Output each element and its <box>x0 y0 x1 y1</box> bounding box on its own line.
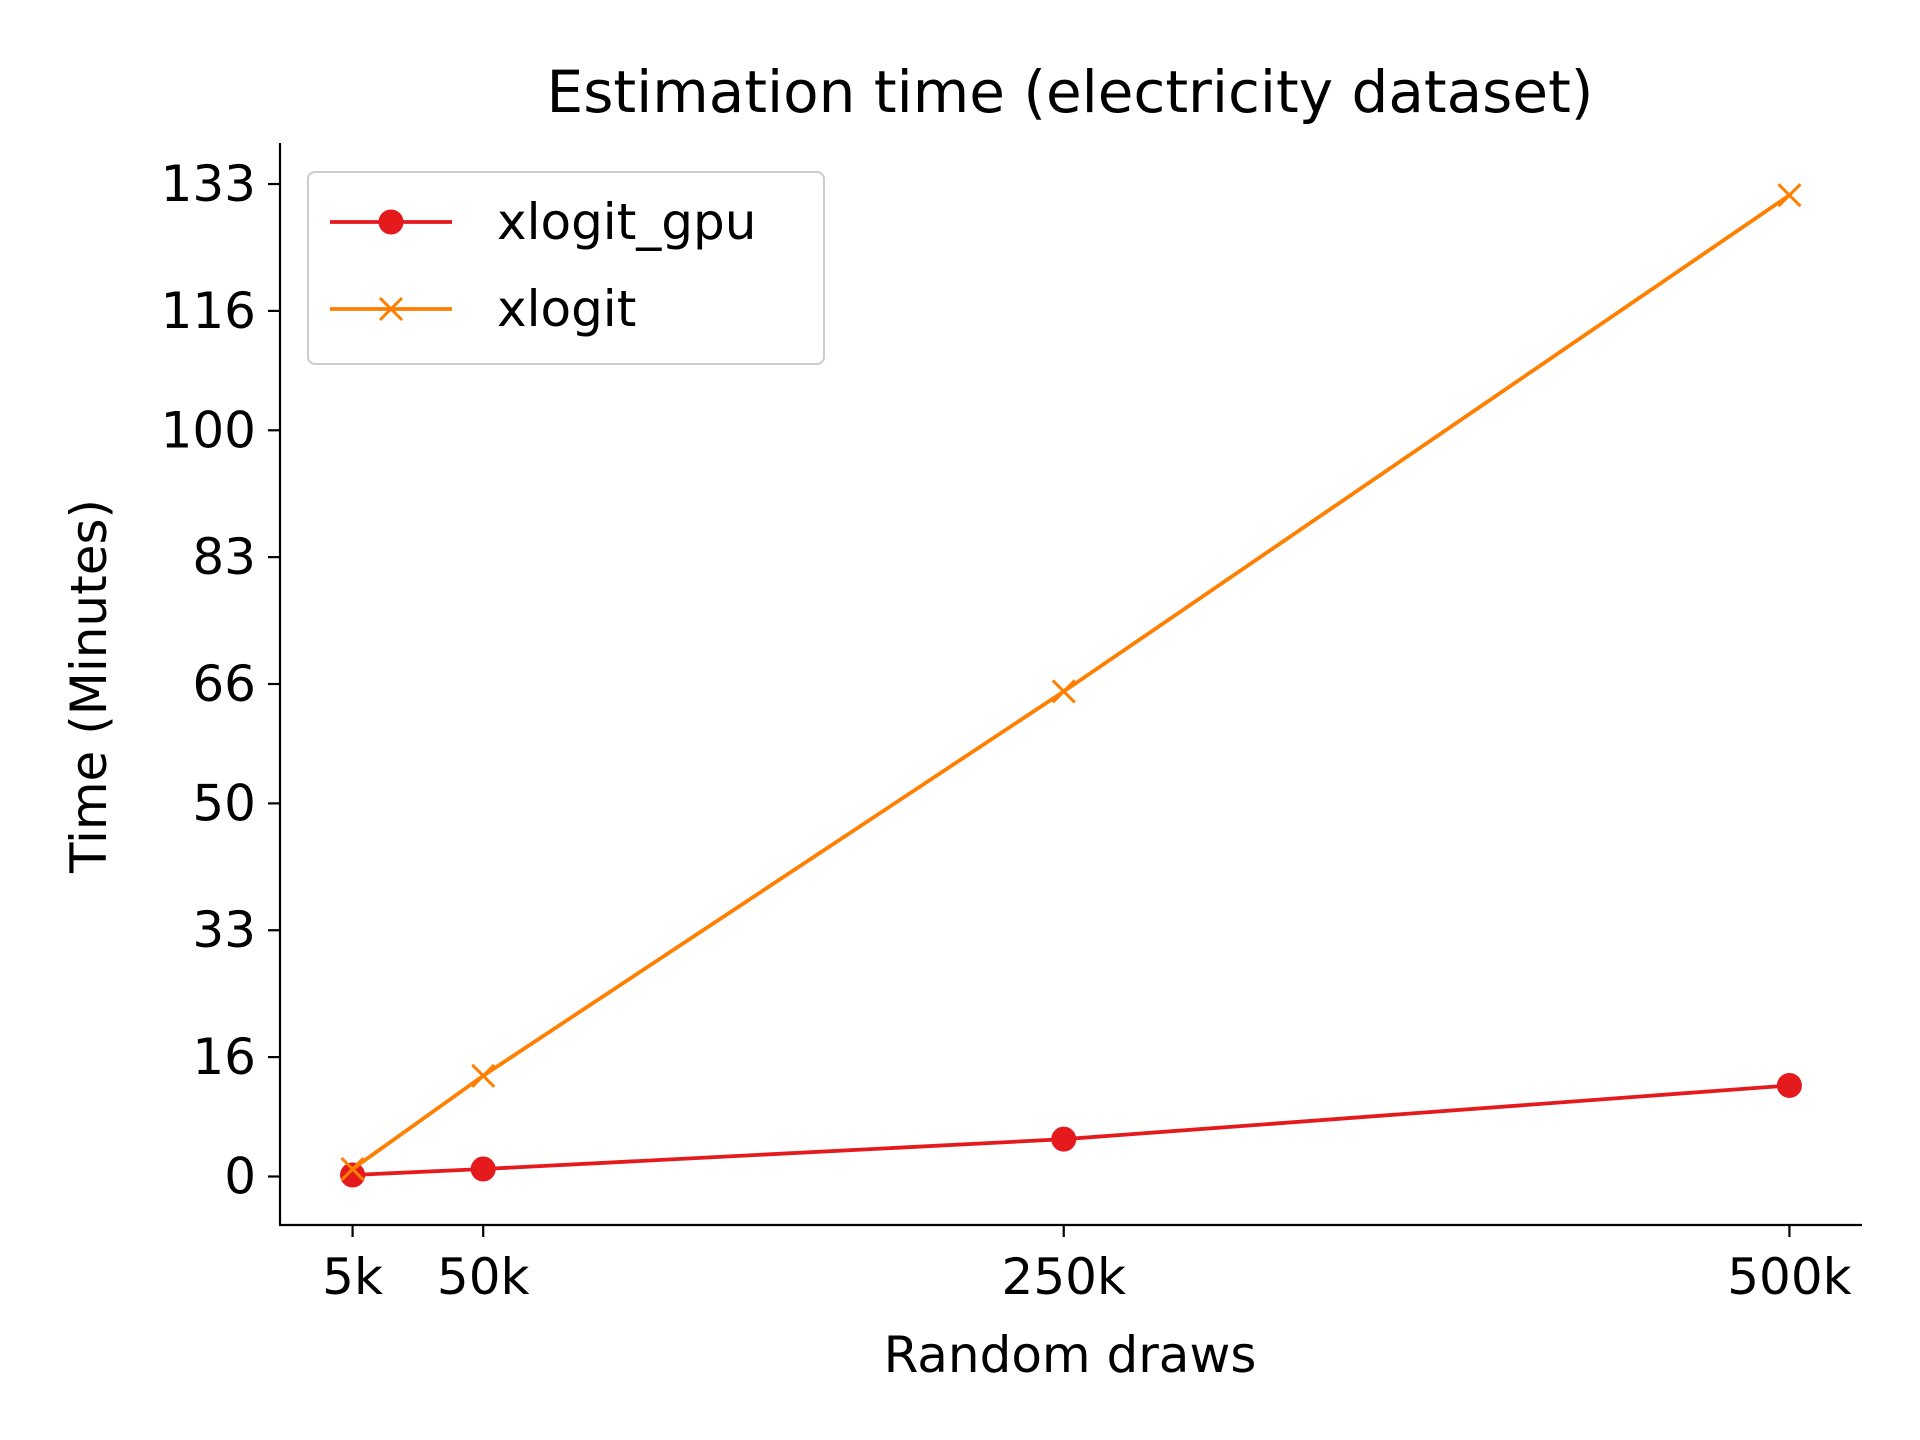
series-layer <box>340 183 1802 1188</box>
x-axis-label: Random draws <box>884 1326 1257 1384</box>
x-tick-label: 500k <box>1727 1248 1851 1306</box>
y-axis-label: Time (Minutes) <box>60 499 118 874</box>
data-point <box>340 1156 365 1182</box>
series-line <box>350 1083 1792 1177</box>
y-tick-label: 83 <box>192 528 256 586</box>
y-tick-label: 100 <box>161 401 256 459</box>
y-tick-label: 33 <box>192 901 256 959</box>
legend-label: xlogit <box>497 280 636 338</box>
y-tick-label: 16 <box>192 1028 256 1086</box>
legend-label: xlogit_gpu <box>497 193 756 251</box>
data-point <box>1051 1126 1077 1152</box>
y-tick-label: 66 <box>192 655 256 713</box>
y-tick-label: 50 <box>192 774 256 832</box>
data-point <box>1776 1072 1802 1098</box>
y-tick-label: 0 <box>224 1147 256 1205</box>
legend-marker <box>378 296 404 322</box>
data-point <box>470 1156 496 1182</box>
y-tick-label: 133 <box>161 155 256 213</box>
x-tick-label: 250k <box>1002 1248 1126 1306</box>
data-point <box>471 1063 496 1088</box>
series-line <box>349 192 1793 1172</box>
data-point <box>1777 183 1802 208</box>
series-xlogit <box>340 183 1802 1182</box>
x-tick-label: 50k <box>437 1248 530 1306</box>
x-tick-label: 5k <box>322 1248 383 1306</box>
y-ticks: 0 16 33 50 66 83 100 116 133 <box>161 155 280 1205</box>
chart-title: Estimation time (electricity dataset) <box>547 58 1594 126</box>
data-point <box>1051 679 1076 704</box>
series-xlogit-gpu <box>340 1072 1802 1188</box>
y-tick-label: 116 <box>161 282 256 340</box>
legend-marker <box>378 209 404 235</box>
legend-frame <box>307 171 825 365</box>
x-ticks: 5k 50k 250k 500k <box>322 1225 1852 1306</box>
legend-entry: xlogit_gpu <box>330 193 756 251</box>
data-point <box>340 1162 366 1188</box>
legend-entry: xlogit <box>330 280 636 338</box>
